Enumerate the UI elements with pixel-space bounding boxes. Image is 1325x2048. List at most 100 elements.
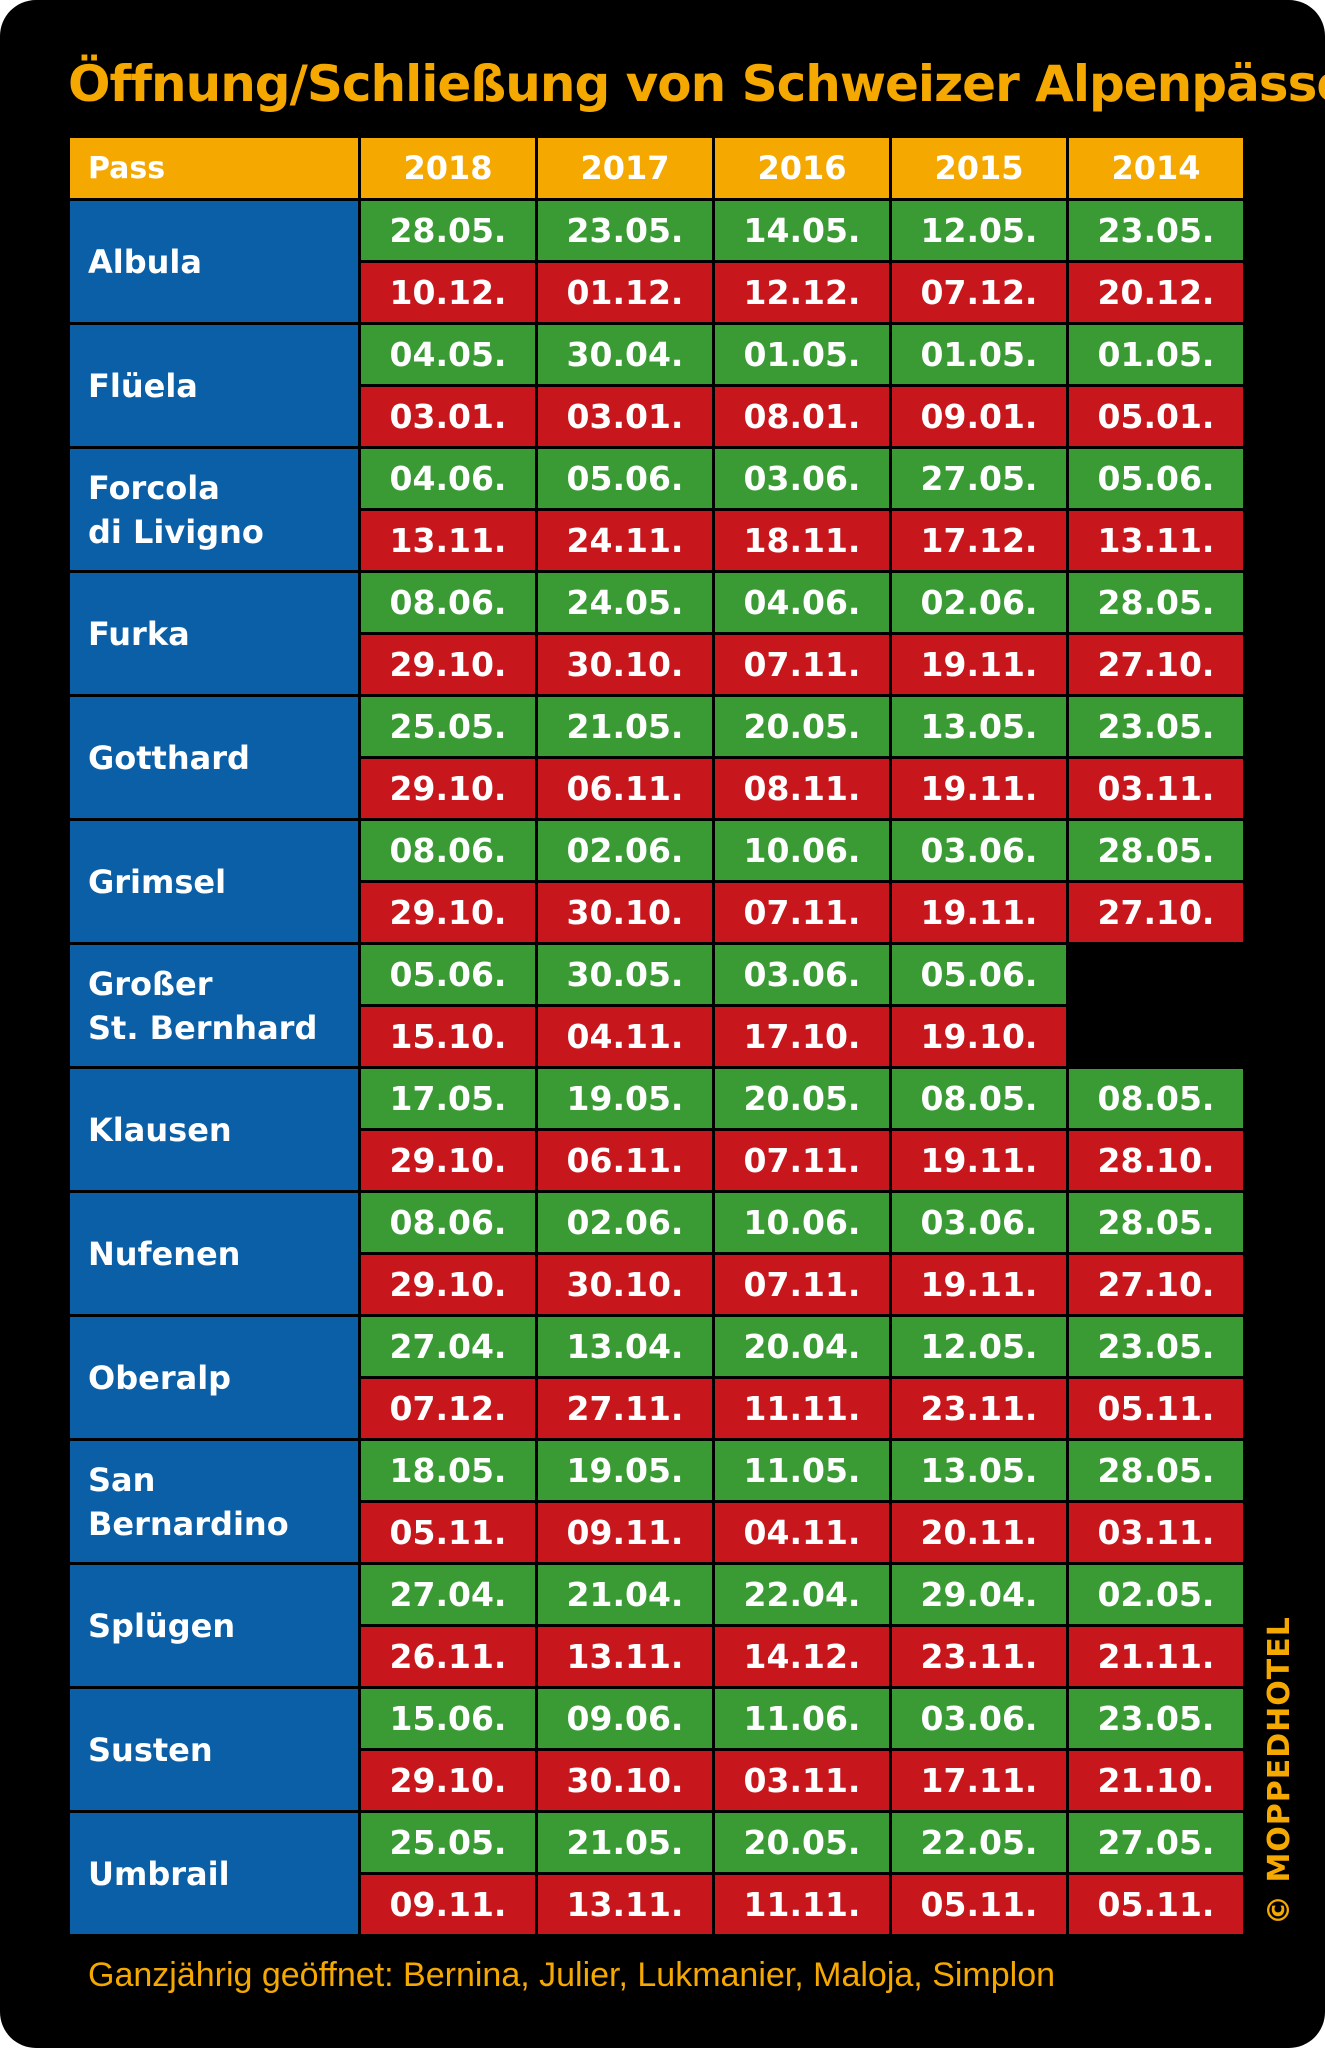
opening-date: 05.06. — [892, 945, 1066, 1004]
opening-date: 30.05. — [538, 945, 712, 1004]
opening-date: 05.06. — [538, 449, 712, 508]
opening-date: 18.05. — [361, 1441, 535, 1500]
closing-date: 11.11. — [715, 1875, 889, 1934]
opening-date: 28.05. — [361, 201, 535, 260]
pass-name: Oberalp — [70, 1317, 358, 1438]
opening-date: 02.06. — [892, 573, 1066, 632]
pass-name: Gotthard — [70, 697, 358, 818]
opening-date: 28.05. — [1069, 1441, 1243, 1500]
empty-cell — [1069, 1007, 1243, 1066]
closing-date: 29.10. — [361, 635, 535, 694]
opening-date: 08.06. — [361, 821, 535, 880]
closing-date: 03.01. — [538, 387, 712, 446]
closing-date: 01.12. — [538, 263, 712, 322]
opening-date: 22.04. — [715, 1565, 889, 1624]
opening-date: 05.06. — [1069, 449, 1243, 508]
closing-date: 19.11. — [892, 1131, 1066, 1190]
opening-date: 04.06. — [361, 449, 535, 508]
opening-date: 25.05. — [361, 697, 535, 756]
opening-date: 02.05. — [1069, 1565, 1243, 1624]
closing-date: 08.01. — [715, 387, 889, 446]
copyright-label: © MOPPEDHOTEL — [1262, 1616, 1297, 1925]
closing-date: 28.10. — [1069, 1131, 1243, 1190]
opening-date: 09.06. — [538, 1689, 712, 1748]
opening-date: 28.05. — [1069, 1193, 1243, 1252]
opening-date: 27.05. — [892, 449, 1066, 508]
opening-date: 08.06. — [361, 573, 535, 632]
header-year-2014: 2014 — [1069, 138, 1243, 198]
opening-date: 21.05. — [538, 1813, 712, 1872]
closing-date: 03.11. — [715, 1751, 889, 1810]
closing-date: 03.11. — [1069, 759, 1243, 818]
pass-table: Pass 2018 2017 2016 2015 2014 Albula 28.0… — [70, 138, 1246, 1937]
pass-name: Grimsel — [70, 821, 358, 942]
header-year-2015: 2015 — [892, 138, 1066, 198]
closing-date: 29.10. — [361, 1751, 535, 1810]
opening-date: 23.05. — [538, 201, 712, 260]
pass-name: Klausen — [70, 1069, 358, 1190]
closing-date: 09.11. — [538, 1503, 712, 1562]
closing-date: 04.11. — [715, 1503, 889, 1562]
opening-date: 11.05. — [715, 1441, 889, 1500]
closing-date: 14.12. — [715, 1627, 889, 1686]
closing-date: 15.10. — [361, 1007, 535, 1066]
closing-date: 27.10. — [1069, 1255, 1243, 1314]
closing-date: 30.10. — [538, 1751, 712, 1810]
header-year-2018: 2018 — [361, 138, 535, 198]
closing-date: 19.11. — [892, 1255, 1066, 1314]
closing-date: 06.11. — [538, 759, 712, 818]
opening-date: 01.05. — [1069, 325, 1243, 384]
opening-date: 19.05. — [538, 1069, 712, 1128]
opening-date: 11.06. — [715, 1689, 889, 1748]
closing-date: 13.11. — [361, 511, 535, 570]
closing-date: 05.11. — [361, 1503, 535, 1562]
opening-date: 10.06. — [715, 1193, 889, 1252]
opening-date: 23.05. — [1069, 1689, 1243, 1748]
opening-date: 03.06. — [715, 449, 889, 508]
opening-date: 27.05. — [1069, 1813, 1243, 1872]
closing-date: 10.12. — [361, 263, 535, 322]
opening-date: 12.05. — [892, 201, 1066, 260]
opening-date: 01.05. — [892, 325, 1066, 384]
closing-date: 20.12. — [1069, 263, 1243, 322]
closing-date: 13.11. — [538, 1627, 712, 1686]
opening-date: 20.05. — [715, 1813, 889, 1872]
opening-date: 29.04. — [892, 1565, 1066, 1624]
opening-date: 13.05. — [892, 1441, 1066, 1500]
opening-date: 28.05. — [1069, 821, 1243, 880]
closing-date: 29.10. — [361, 1255, 535, 1314]
opening-date: 08.05. — [1069, 1069, 1243, 1128]
opening-date: 08.06. — [361, 1193, 535, 1252]
closing-date: 27.10. — [1069, 635, 1243, 694]
closing-date: 21.10. — [1069, 1751, 1243, 1810]
footer-note: Ganzjährig geöffnet: Bernina, Julier, Lu… — [88, 1956, 1056, 1994]
opening-date: 23.05. — [1069, 201, 1243, 260]
opening-date: 24.05. — [538, 573, 712, 632]
closing-date: 07.11. — [715, 883, 889, 942]
closing-date: 30.10. — [538, 883, 712, 942]
pass-name: Susten — [70, 1689, 358, 1810]
opening-date: 20.04. — [715, 1317, 889, 1376]
closing-date: 27.11. — [538, 1379, 712, 1438]
closing-date: 19.11. — [892, 883, 1066, 942]
closing-date: 12.12. — [715, 263, 889, 322]
closing-date: 17.12. — [892, 511, 1066, 570]
closing-date: 05.11. — [892, 1875, 1066, 1934]
closing-date: 05.11. — [1069, 1875, 1243, 1934]
closing-date: 21.11. — [1069, 1627, 1243, 1686]
page-title: Öffnung/Schließung von Schweizer Alpenpä… — [68, 55, 1325, 113]
opening-date: 12.05. — [892, 1317, 1066, 1376]
closing-date: 07.11. — [715, 1131, 889, 1190]
closing-date: 09.11. — [361, 1875, 535, 1934]
opening-date: 03.06. — [892, 1193, 1066, 1252]
closing-date: 11.11. — [715, 1379, 889, 1438]
closing-date: 19.11. — [892, 635, 1066, 694]
opening-date: 17.05. — [361, 1069, 535, 1128]
closing-date: 05.11. — [1069, 1379, 1243, 1438]
opening-date: 15.06. — [361, 1689, 535, 1748]
closing-date: 29.10. — [361, 883, 535, 942]
closing-date: 04.11. — [538, 1007, 712, 1066]
pass-name: Nufenen — [70, 1193, 358, 1314]
opening-date: 27.04. — [361, 1317, 535, 1376]
opening-date: 25.05. — [361, 1813, 535, 1872]
